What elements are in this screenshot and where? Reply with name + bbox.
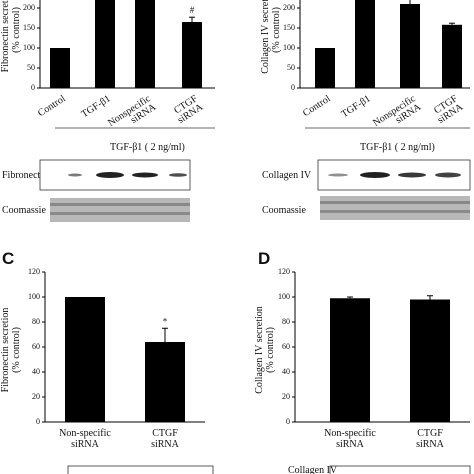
blot-frame [329, 465, 471, 474]
panel-letter: D [258, 249, 270, 268]
coomassie [320, 196, 470, 220]
panel-letter: C [2, 249, 14, 268]
y-tick-label: 20 [282, 392, 290, 401]
blot-bands [68, 172, 187, 178]
y-tick-label: 50 [287, 63, 295, 72]
bar [95, 0, 115, 88]
y-tick-label: 40 [32, 367, 40, 376]
x-tick-label: TGF-β1 [80, 93, 113, 120]
y-tick-label: 80 [282, 317, 290, 326]
y-axis-label-line: (% control) [265, 327, 276, 373]
y-tick-label: 40 [282, 367, 290, 376]
y-tick-label: 60 [282, 342, 290, 351]
y-axis-label-line: Fibronectin secretion [0, 0, 11, 72]
x-tick-label-line: TGF-β1 [340, 93, 373, 120]
y-tick-label: 100 [283, 43, 295, 52]
y-tick-label: 120 [278, 267, 290, 276]
x-tick-label: NonspecificsiRNA [371, 93, 424, 137]
blot-label: Collagen IV [288, 465, 338, 474]
bar [315, 48, 335, 88]
y-axis-label-line: Collagen IV secretion [260, 0, 271, 74]
y-axis-label-line: (% control) [11, 327, 22, 373]
x-tick-label: Control [36, 93, 68, 119]
x-tick-label: CTGFsiRNA [170, 93, 205, 126]
y-tick-label: 100 [28, 292, 40, 301]
y-axis-label: Collagen IV secretion(% control) [254, 306, 276, 394]
y-tick-label: 80 [32, 317, 40, 326]
x-tick-label-line: CTGF [152, 428, 178, 439]
x-tick-label-line: siRNA [336, 439, 365, 450]
bar [65, 297, 105, 422]
y-tick-label: 200 [283, 3, 295, 12]
x-tick-label-line: Control [301, 93, 333, 119]
y-tick-label: 100 [278, 292, 290, 301]
blot-label: Coomassie [262, 205, 306, 216]
y-axis-label-line: (% control) [271, 7, 282, 53]
bar [135, 0, 155, 88]
treatment-label: TGF-β1 ( 2 ng/ml) [110, 142, 185, 153]
y-axis-label: Fibronectin secretion(% control) [0, 308, 22, 393]
bar [50, 48, 70, 88]
x-tick-label: Non-specific siRNA [324, 428, 376, 450]
blot-label: Coomassie [2, 205, 46, 216]
x-tick-label-line: Control [36, 93, 68, 119]
bar [400, 4, 420, 88]
x-tick-label-line: Non-specific [59, 428, 111, 439]
blot-frame [67, 465, 214, 474]
bar [442, 24, 462, 88]
y-tick-label: 50 [27, 63, 35, 72]
x-tick-label-line: Non-specific [324, 428, 376, 439]
y-axis-label-line: Fibronectin secretion [0, 308, 11, 393]
bar [330, 298, 370, 422]
y-tick-label: 0 [291, 83, 295, 92]
significance-mark: * [163, 316, 168, 326]
y-tick-label: 0 [36, 417, 40, 426]
x-tick-label: CTGFsiRNA [430, 93, 465, 126]
bar [410, 299, 450, 422]
blot-label: Collagen IV [262, 170, 312, 181]
y-tick-label: 150 [23, 23, 35, 32]
bar [182, 22, 202, 88]
treatment-label: TGF-β1 ( 2 ng/ml) [360, 142, 435, 153]
x-tick-label: NonspecificsiRNA [106, 93, 159, 137]
blot-bands [328, 172, 461, 178]
y-axis-label-line: Collagen IV secretion [254, 306, 265, 394]
x-tick-label: TGF-β1 [340, 93, 373, 120]
x-tick-label: Non-specific siRNA [59, 428, 111, 450]
y-axis-label: Fibronectin secretion(% control) [0, 0, 22, 72]
y-tick-label: 200 [23, 3, 35, 12]
y-tick-label: 20 [32, 392, 40, 401]
y-axis-label-line: (% control) [11, 7, 22, 53]
y-tick-label: 150 [283, 23, 295, 32]
bar [355, 0, 375, 88]
y-tick-label: 0 [31, 83, 35, 92]
x-tick-label: Control [301, 93, 333, 119]
x-tick-label-line: CTGF [417, 428, 443, 439]
bar [145, 342, 185, 422]
y-tick-label: 0 [286, 417, 290, 426]
y-tick-label: 60 [32, 342, 40, 351]
blot-label: Fibronectin [2, 170, 48, 181]
x-tick-label-line: TGF-β1 [80, 93, 113, 120]
y-tick-label: 120 [28, 267, 40, 276]
significance-mark: # [190, 5, 195, 15]
coomassie [50, 198, 190, 222]
x-tick-label-line: siRNA [151, 439, 180, 450]
x-tick-label-line: siRNA [71, 439, 100, 450]
y-axis-label: Collagen IV secretion(% control) [260, 0, 282, 74]
x-tick-label-line: siRNA [416, 439, 445, 450]
y-tick-label: 100 [23, 43, 35, 52]
